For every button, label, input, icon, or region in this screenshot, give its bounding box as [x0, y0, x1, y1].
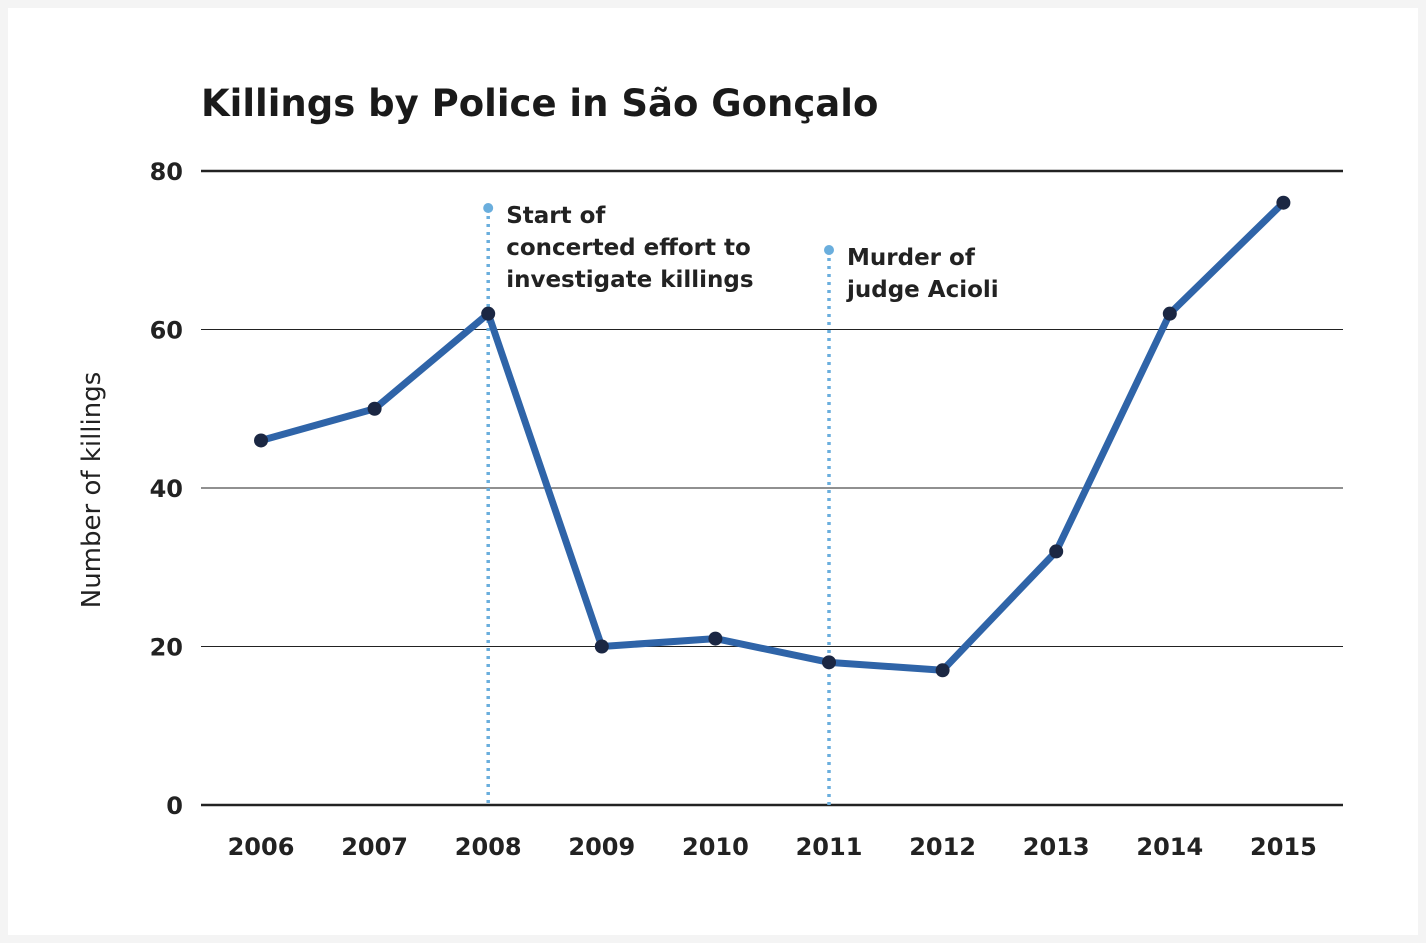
data-point: [481, 306, 496, 321]
data-point: [822, 655, 836, 670]
series-line: [257, 199, 1287, 674]
data-point: [367, 401, 382, 416]
x-tick-label: 2014: [1136, 833, 1203, 861]
annotation-marker: [483, 203, 494, 213]
annotations: Start of concerted effort to investigate k…: [483, 203, 999, 805]
gridlines: [201, 169, 1343, 807]
data-point: [1049, 544, 1064, 559]
line-chart: Killings by Police in São Gonçalo 0 20 40 6…: [77, 82, 1343, 861]
x-tick-label: 2006: [228, 833, 295, 861]
data-point: [935, 663, 950, 678]
chart-panel: Killings by Police in São Gonçalo 0 20 40 6…: [8, 8, 1418, 935]
x-tick-label: 2009: [568, 833, 635, 861]
x-tick-label: 2012: [909, 833, 976, 861]
x-tick-label: 2010: [682, 833, 749, 861]
annotation-text: Murder of: [847, 245, 976, 271]
chart-title: Killings by Police in São Gonçalo: [201, 82, 878, 125]
y-axis-label: Number of killings: [77, 372, 107, 609]
annotation-text: concerted effort to: [506, 235, 751, 261]
x-tick-label: 2008: [455, 833, 522, 861]
annotation-text: Start of: [506, 203, 606, 229]
data-point: [1162, 306, 1177, 321]
x-tick-label: 2013: [1023, 833, 1090, 861]
y-tick-label: 60: [150, 317, 183, 345]
data-point: [594, 639, 609, 654]
annotation-marker: [824, 245, 834, 255]
x-tick-label: 2015: [1250, 833, 1317, 861]
x-tick-label: 2011: [796, 833, 863, 861]
x-axis-ticks: 2006 2007 2008 2009 2010 2011 2012 2013 2014 2015: [228, 833, 1317, 861]
data-point: [708, 631, 723, 646]
y-axis-ticks: 0 20 40 60 80: [150, 158, 183, 820]
data-point: [1276, 195, 1291, 210]
annotation-text: investigate killings: [506, 267, 753, 293]
y-tick-label: 0: [166, 792, 183, 820]
data-point: [254, 433, 268, 448]
y-tick-label: 80: [150, 158, 183, 186]
annotation-text: judge Acioli: [846, 277, 999, 303]
data-points: [254, 195, 1291, 678]
y-tick-label: 20: [150, 634, 183, 662]
x-tick-label: 2007: [341, 833, 408, 861]
y-tick-label: 40: [150, 475, 183, 503]
